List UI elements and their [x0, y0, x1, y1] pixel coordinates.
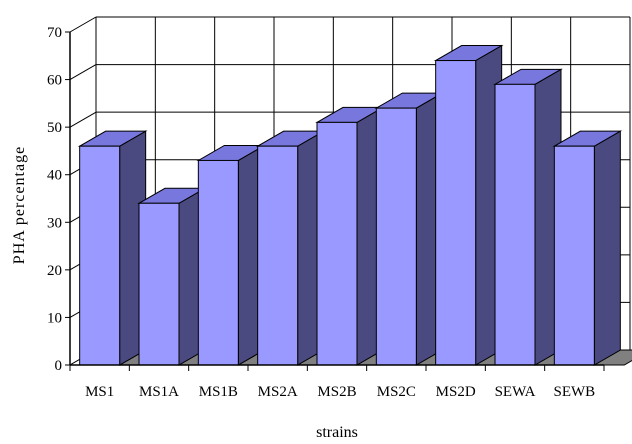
y-tick-label: 50 — [47, 120, 62, 136]
bar-MS1B — [196, 144, 267, 366]
bar-SEWA — [493, 68, 563, 366]
axes — [65, 31, 605, 371]
x-tick-labels: MS1 MS1A MS1B MS2A MS2B MS2C MS2D SEWA SEWB — [85, 384, 595, 400]
x-tick-label: MS1A — [139, 384, 179, 400]
y-tick-label: 20 — [47, 263, 62, 279]
bar-side — [593, 130, 621, 366]
x-tick-label: MS2D — [436, 384, 476, 400]
x-tick-label: MS2C — [377, 384, 416, 400]
x-tick-label: MS1B — [199, 384, 238, 400]
bar-front — [375, 107, 417, 366]
bar-front — [494, 83, 536, 366]
bar-MS2C — [374, 92, 445, 366]
y-tick-label: 60 — [47, 73, 62, 89]
bars — [77, 44, 623, 366]
x-tick-label: SEWA — [495, 384, 536, 400]
bar-front — [435, 60, 477, 366]
y-tick-labels: 0 10 20 30 40 50 60 70 — [47, 25, 62, 374]
bar-MS2A — [255, 130, 326, 366]
x-tick-label: SEWB — [553, 384, 595, 400]
bar-MS2B — [315, 106, 385, 366]
bar-front — [257, 145, 299, 366]
bar-front — [79, 145, 121, 366]
y-tick-label: 70 — [47, 25, 62, 41]
bar-front — [138, 202, 180, 366]
x-tick-label: MS1 — [85, 384, 114, 400]
y-tick-label: 10 — [47, 310, 62, 326]
bar-front — [553, 145, 595, 366]
bar-MS2D — [433, 44, 504, 366]
gridline-side — [69, 16, 97, 33]
y-tick-label: 0 — [55, 358, 63, 374]
x-tick-label: MS2A — [258, 384, 298, 400]
y-axis-title: PHA percentage — [11, 146, 28, 264]
gridline-side — [69, 111, 97, 128]
bar-MS1 — [77, 130, 148, 366]
bar-MS1A — [137, 187, 207, 366]
bar-front — [197, 159, 239, 366]
y-tick-label: 30 — [47, 215, 62, 231]
x-tick-label: MS2B — [317, 384, 356, 400]
gridline-side — [69, 64, 97, 81]
y-tick-label: 40 — [47, 168, 62, 184]
bar-front — [316, 121, 358, 366]
bar-SEWB — [552, 130, 623, 366]
x-axis-title: strains — [316, 424, 358, 441]
